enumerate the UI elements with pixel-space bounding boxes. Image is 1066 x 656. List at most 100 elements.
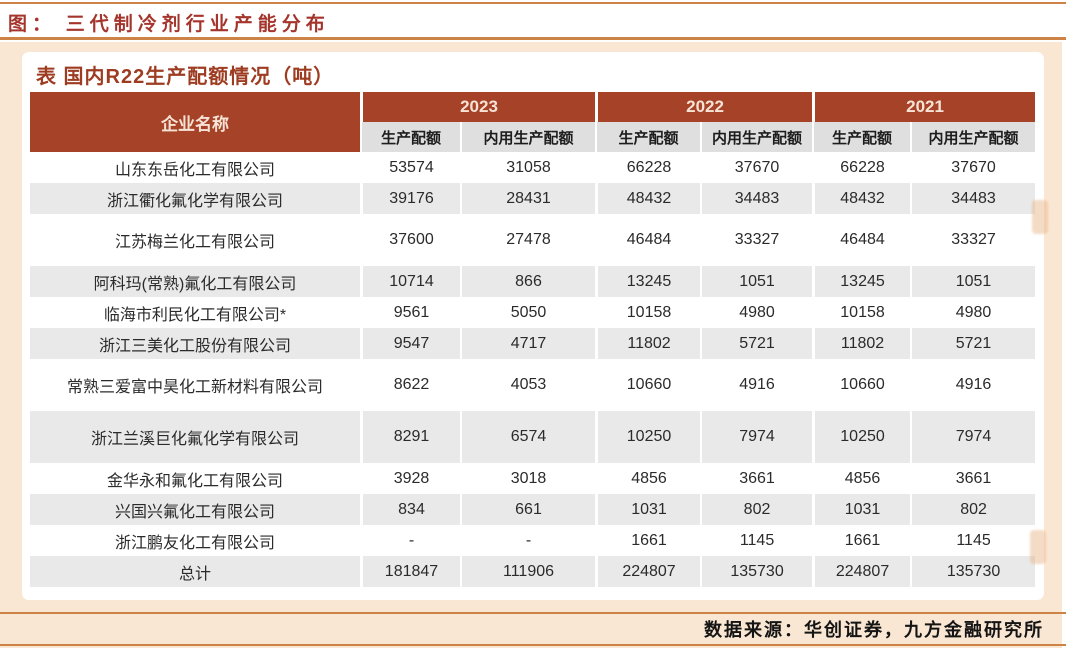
- subheader-production-quota: 生产配额: [812, 122, 911, 152]
- value-cell: -: [460, 525, 595, 556]
- value-cell: 28431: [460, 183, 595, 214]
- year-header-2023: 2023: [360, 92, 596, 122]
- value-cell: 5050: [460, 297, 595, 328]
- value-cell: 11802: [812, 328, 910, 359]
- value-cell: 5721: [910, 328, 1035, 359]
- value-cell: 3661: [910, 463, 1035, 494]
- source-note: 数据来源：华创证券，九方金融研究所: [704, 620, 1044, 640]
- value-cell: 4717: [460, 328, 595, 359]
- subheader-internal-quota: 内用生产配额: [910, 122, 1036, 152]
- year-header-2022: 2022: [595, 92, 813, 122]
- value-cell: 802: [910, 494, 1035, 525]
- value-cell: 1661: [595, 525, 700, 556]
- value-cell: 866: [460, 266, 595, 297]
- value-cell: 4916: [700, 359, 812, 411]
- company-column-header: 企业名称: [30, 92, 360, 152]
- value-cell: 1145: [910, 525, 1035, 556]
- value-cell: 48432: [812, 183, 910, 214]
- value-cell: 3018: [460, 463, 595, 494]
- value-cell: 9561: [360, 297, 460, 328]
- value-cell: 11802: [595, 328, 700, 359]
- value-cell: 7974: [700, 411, 812, 463]
- value-cell: 46484: [595, 214, 700, 266]
- value-cell: 4053: [460, 359, 595, 411]
- total-row: 总计 181847 111906 224807 135730 224807 135730: [30, 556, 1036, 587]
- value-cell: 66228: [595, 152, 700, 183]
- table-card: 表 国内R22生产配额情况（吨） 企业名称 2023 2022 2021 生产配…: [22, 52, 1044, 600]
- value-cell: 10250: [595, 411, 700, 463]
- year-header-row: 企业名称 2023 2022 2021: [30, 92, 1036, 152]
- sub-header-row: 生产配额 内用生产配额 生产配额 内用生产配额 生产配额 内用生产配额: [30, 122, 1036, 152]
- value-cell: 3928: [360, 463, 460, 494]
- value-cell: 135730: [700, 556, 812, 587]
- value-cell: 34483: [700, 183, 812, 214]
- table-row: 浙江衢化氟化学有限公司 39176 28431 48432 34483 48432 3448…: [30, 183, 1036, 214]
- value-cell: 224807: [595, 556, 700, 587]
- value-cell: 3661: [700, 463, 812, 494]
- total-label-cell: 总计: [178, 565, 211, 583]
- company-name-cell: 浙江兰溪巨化氟化学有限公司: [90, 431, 299, 448]
- top-rule: [0, 2, 1066, 4]
- quota-table: 企业名称 2023 2022 2021 生产配额 内用生产配额 生产配额 内用生…: [30, 92, 1036, 587]
- value-cell: 34483: [910, 183, 1035, 214]
- value-cell: 13245: [812, 266, 910, 297]
- value-cell: 224807: [812, 556, 910, 587]
- value-cell: 1031: [812, 494, 910, 525]
- value-cell: 7974: [910, 411, 1035, 463]
- table-row: 阿科玛(常熟)氟化工有限公司 10714 866 13245 1051 13245 1051: [30, 266, 1036, 297]
- figure-panel: 表 国内R22生产配额情况（吨） 企业名称 2023 2022 2021 生产配…: [0, 42, 1062, 648]
- value-cell: 10660: [812, 359, 910, 411]
- value-cell: 4856: [595, 463, 700, 494]
- value-cell: 37670: [700, 152, 812, 183]
- value-cell: 6574: [460, 411, 595, 463]
- table-row: 金华永和氟化工有限公司 3928 3018 4856 3661 4856 3661: [30, 463, 1036, 494]
- table-body: 山东东岳化工有限公司 53574 31058 66228 37670 66228 37670…: [30, 152, 1036, 587]
- table-row: 浙江三美化工股份有限公司 9547 4717 11802 5721 11802 5721: [30, 328, 1036, 359]
- value-cell: 37600: [360, 214, 460, 266]
- value-cell: 4980: [910, 297, 1035, 328]
- value-cell: 10158: [595, 297, 700, 328]
- value-cell: 8622: [360, 359, 460, 411]
- value-cell: 31058: [460, 152, 595, 183]
- table-row: 临海市利民化工有限公司* 9561 5050 10158 4980 10158 4980: [30, 297, 1036, 328]
- subheader-production-quota: 生产配额: [595, 122, 701, 152]
- value-cell: 66228: [812, 152, 910, 183]
- table-row: 常熟三爱富中昊化工新材料有限公司 8622 4053 10660 4916 10660 49…: [30, 359, 1036, 411]
- value-cell: 1051: [700, 266, 812, 297]
- company-name-cell: 山东东岳化工有限公司: [114, 161, 275, 179]
- company-name-cell: 阿科玛(常熟)氟化工有限公司: [93, 275, 297, 293]
- company-name-cell: 浙江衢化氟化学有限公司: [106, 192, 283, 210]
- value-cell: 10660: [595, 359, 700, 411]
- value-cell: 37670: [910, 152, 1035, 183]
- value-cell: 135730: [910, 556, 1035, 587]
- value-cell: 27478: [460, 214, 595, 266]
- value-cell: 834: [360, 494, 460, 525]
- value-cell: -: [360, 525, 460, 556]
- company-name-cell: 兴国兴氟化工有限公司: [114, 503, 275, 521]
- value-cell: 1661: [812, 525, 910, 556]
- company-name-cell: 临海市利民化工有限公司*: [103, 306, 287, 324]
- table-row: 浙江兰溪巨化氟化学有限公司 8291 6574 10250 7974 10250 7974: [30, 411, 1036, 463]
- watermark: [1032, 200, 1048, 234]
- title-rule: [0, 37, 1066, 40]
- value-cell: 1145: [700, 525, 812, 556]
- value-cell: 181847: [360, 556, 460, 587]
- value-cell: 33327: [700, 214, 812, 266]
- company-name-cell: 金华永和氟化工有限公司: [106, 472, 283, 490]
- company-name-cell: 江苏梅兰化工有限公司: [114, 234, 275, 251]
- value-cell: 13245: [595, 266, 700, 297]
- value-cell: 10714: [360, 266, 460, 297]
- value-cell: 802: [700, 494, 812, 525]
- value-cell: 53574: [360, 152, 460, 183]
- table-row: 浙江鹏友化工有限公司 - -1661 1145 1661 1145: [30, 525, 1036, 556]
- table-row: 山东东岳化工有限公司 53574 31058 66228 37670 66228 37670: [30, 152, 1036, 183]
- subheader-production-quota: 生产配额: [360, 122, 460, 152]
- value-cell: 1051: [910, 266, 1035, 297]
- company-name-cell: 常熟三爱富中昊化工新材料有限公司: [66, 379, 323, 396]
- figure-title: 图： 三代制冷剂行业产能分布: [8, 14, 330, 35]
- company-name-cell: 浙江三美化工股份有限公司: [98, 337, 291, 355]
- value-cell: 10250: [812, 411, 910, 463]
- watermark: [1030, 530, 1046, 564]
- value-cell: 111906: [460, 556, 595, 587]
- value-cell: 661: [460, 494, 595, 525]
